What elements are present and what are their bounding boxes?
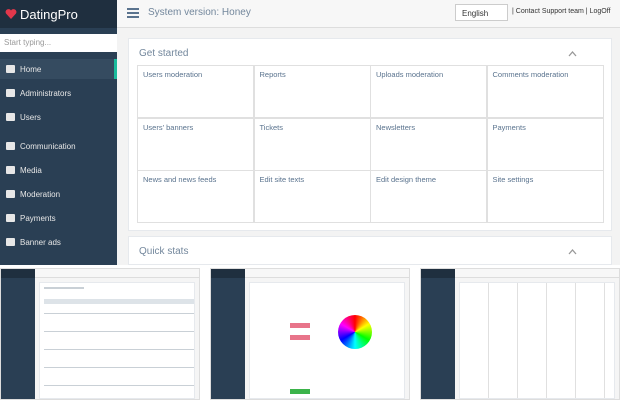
menu-item[interactable]: Users — [0, 107, 117, 127]
thumb-sidebar — [211, 269, 245, 399]
menu-item[interactable]: Banner ads — [0, 232, 117, 252]
thumb-swatch — [290, 389, 310, 394]
shortcut-tile[interactable]: Edit design theme — [370, 170, 487, 223]
logo[interactable]: DatingPro — [0, 0, 117, 28]
menu-icon — [6, 142, 15, 150]
thumb-table — [39, 282, 195, 399]
menu-item[interactable]: Media — [0, 160, 117, 180]
shortcut-tile[interactable]: News and news feeds — [137, 170, 254, 223]
thumb-line — [44, 299, 194, 304]
menu-label: Administrators — [20, 89, 72, 98]
collapse-icon[interactable] — [568, 51, 577, 57]
thumb-sidebar — [1, 269, 35, 399]
thumbnail[interactable] — [0, 268, 200, 400]
shortcut-tile[interactable]: Payments — [486, 117, 604, 171]
menu-item[interactable]: Payments — [0, 208, 117, 228]
thumb-line — [44, 287, 84, 289]
menu-item[interactable]: Moderation — [0, 184, 117, 204]
thumb-topbar — [35, 269, 199, 278]
menu-icon — [6, 190, 15, 198]
thumb-topbar — [245, 269, 409, 278]
shortcut-tile[interactable]: Uploads moderation — [370, 65, 487, 118]
menu-label: Banner ads — [20, 238, 61, 247]
thumb-logo — [421, 269, 455, 278]
menu-icon — [6, 214, 15, 222]
thumb-swatch — [290, 323, 310, 328]
thumb-color-wheel — [338, 315, 372, 349]
top-links[interactable]: | Contact Support team | LogOff — [512, 8, 611, 15]
thumbnail[interactable] — [420, 268, 620, 400]
version: System version: Honey — [148, 7, 251, 18]
shortcut-tile[interactable]: Newsletters — [370, 117, 487, 171]
menu-icon — [6, 238, 15, 246]
thumbnail[interactable] — [210, 268, 410, 400]
thumb-line — [44, 385, 194, 386]
thumb-line — [44, 349, 194, 350]
menu-icon — [6, 89, 15, 97]
panel-title: Quick stats — [139, 246, 189, 257]
menu-icon — [6, 113, 15, 121]
thumb-logo — [1, 269, 35, 278]
menu-item[interactable]: Administrators — [0, 83, 117, 103]
thumb-form — [249, 282, 405, 399]
thumb-line — [44, 331, 194, 332]
menu-icon — [6, 166, 15, 174]
menu-label: Communication — [20, 142, 76, 151]
collapse-icon[interactable] — [568, 249, 577, 255]
menu-label: Home — [20, 65, 42, 74]
shortcut-tile[interactable]: Site settings — [486, 170, 604, 223]
language-select[interactable]: English — [455, 4, 508, 21]
top-bar — [117, 0, 620, 28]
menu-item[interactable]: Home — [0, 59, 117, 79]
menu-item[interactable]: Communication — [0, 136, 117, 156]
shortcut-tile[interactable]: Tickets — [253, 117, 371, 171]
thumb-line — [44, 313, 194, 314]
thumb-sidebar — [421, 269, 455, 399]
thumb-line — [44, 367, 194, 368]
thumb-logo — [211, 269, 245, 278]
thumb-topbar — [455, 269, 619, 278]
menu-icon — [6, 65, 15, 73]
menu-label: Media — [20, 166, 42, 175]
thumb-modules — [459, 282, 615, 399]
menu-label: Moderation — [20, 190, 61, 199]
heart-icon — [5, 9, 17, 19]
thumb-swatch — [290, 335, 310, 340]
shortcut-tile[interactable]: Users' banners — [137, 117, 254, 171]
search-input[interactable]: Start typing... — [0, 34, 117, 52]
quick-stats-panel: Quick stats — [128, 236, 612, 265]
menu-label: Payments — [20, 214, 56, 223]
menu-label: Users — [20, 113, 41, 122]
shortcut-tile[interactable]: Reports — [253, 65, 371, 118]
menu-toggle[interactable] — [127, 7, 139, 19]
shortcut-tile[interactable]: Users moderation — [137, 65, 254, 118]
shortcut-tile[interactable]: Edit site texts — [253, 170, 371, 223]
shortcut-tile[interactable]: Comments moderation — [486, 65, 604, 118]
panel-title: Get started — [139, 48, 189, 59]
logo-text: DatingPro — [20, 7, 78, 22]
